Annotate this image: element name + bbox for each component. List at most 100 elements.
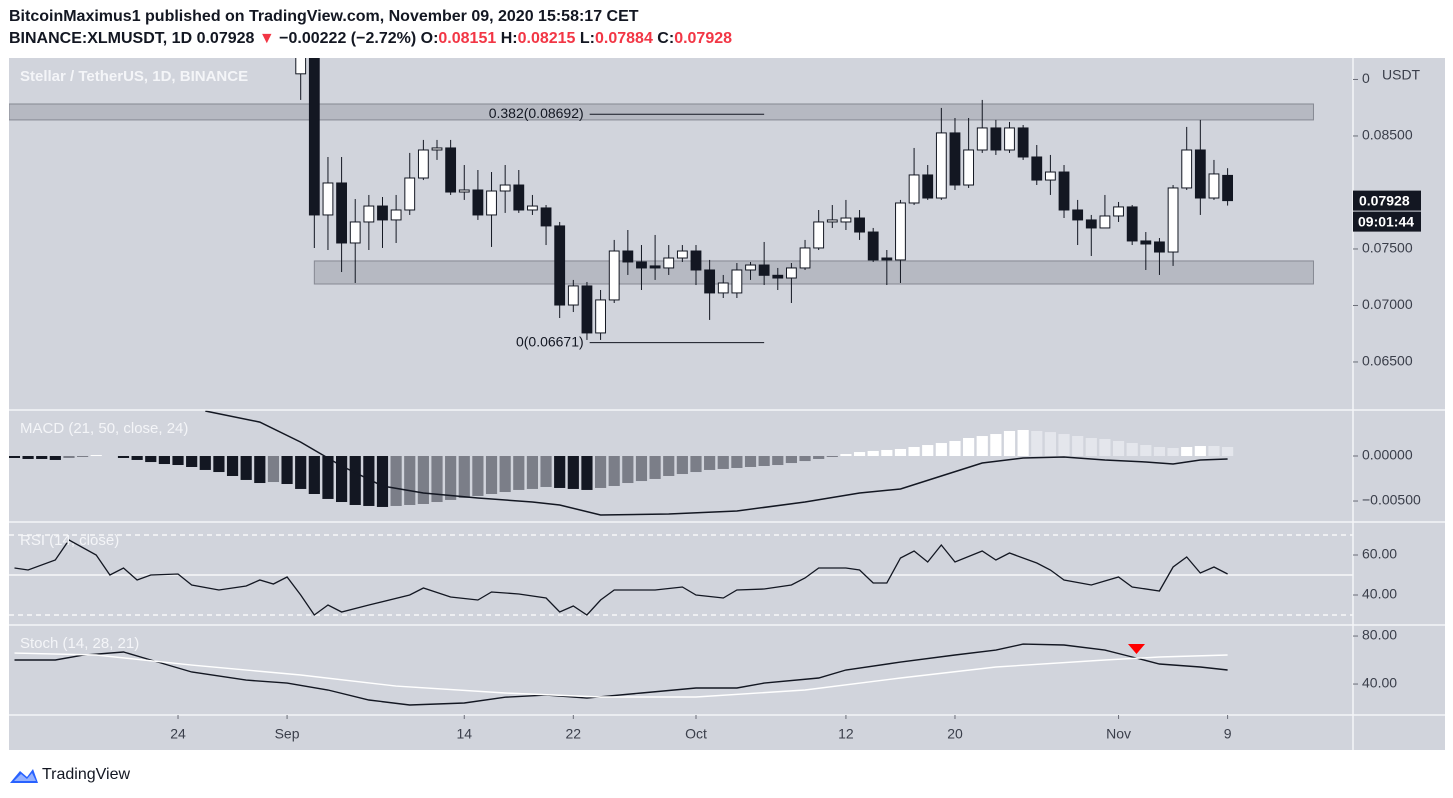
histogram-bar — [949, 440, 961, 457]
y-tick-label: 40.00 — [1362, 586, 1397, 602]
macd-line — [205, 410, 1228, 516]
candle-body — [690, 250, 702, 271]
pane-title: RSI (14, close) — [20, 532, 119, 549]
candle-body — [895, 202, 906, 261]
ohlc-label: O: — [421, 30, 439, 47]
quote-line: BINANCE:XLMUSDT, 1D 0.07928 ▼ −0.00222 (… — [9, 30, 732, 47]
histogram-bar — [458, 456, 470, 498]
ohlc-value: 0.08215 — [518, 30, 576, 47]
candle-body — [1222, 174, 1234, 202]
candle-body — [826, 219, 838, 223]
candle-body — [990, 127, 1002, 151]
x-tick-label: 12 — [838, 726, 854, 742]
histogram-bar — [840, 454, 852, 457]
histogram-bar — [717, 456, 729, 469]
candle-body — [377, 205, 388, 221]
pane-title: MACD (21, 50, close, 24) — [20, 420, 188, 437]
histogram-bar — [1140, 445, 1152, 457]
candle-body — [908, 174, 920, 204]
pane-title: Stellar / TetherUS, 1D, BINANCE — [20, 68, 248, 85]
histogram-bar — [172, 456, 184, 466]
candle-body — [1031, 156, 1043, 181]
histogram-bar — [336, 456, 348, 503]
candle-body — [745, 264, 756, 271]
pane — [9, 58, 1314, 344]
candle-body — [458, 189, 470, 193]
logo-icon-inner — [14, 773, 36, 781]
candle-body — [717, 282, 729, 294]
stoch-line — [14, 643, 1228, 706]
histogram-bar — [485, 456, 498, 494]
histogram-bar — [622, 456, 634, 484]
overlay-layer: 0.382(0.08692) 0(0.06671) USDT 0.07928 09:01… — [20, 67, 1421, 742]
histogram-bar — [785, 456, 797, 464]
pane — [14, 643, 1228, 706]
histogram-bar — [1153, 447, 1166, 457]
histogram-bar — [390, 456, 402, 506]
candle-body — [1044, 171, 1056, 181]
histogram-bar — [36, 456, 48, 459]
histogram-bar — [567, 456, 579, 489]
histogram-bar — [513, 456, 525, 490]
y-tick-label: 60.00 — [1362, 546, 1397, 562]
histogram-bar — [240, 456, 252, 480]
candle-body — [472, 189, 484, 216]
direction: ▼ — [259, 30, 275, 47]
candle-body — [308, 58, 320, 216]
countdown: 09:01:44 — [1358, 213, 1414, 229]
ohlc-label: C: — [657, 30, 674, 47]
ohlc-value: 0.08151 — [438, 30, 496, 47]
y-tick-label: 0.07000 — [1362, 296, 1413, 312]
histogram-bar — [704, 456, 716, 470]
candle-body — [854, 217, 865, 233]
histogram-bar — [1085, 438, 1097, 457]
histogram-bar — [1072, 436, 1084, 457]
histogram-bar — [295, 456, 307, 489]
candle-body — [881, 257, 893, 261]
fib-label: 0.382(0.08692) — [489, 105, 584, 121]
candle-body — [758, 264, 770, 276]
histogram-bar — [772, 456, 784, 466]
x-tick-label: Oct — [685, 726, 707, 742]
candle-body — [322, 182, 334, 216]
histogram-bar — [1003, 430, 1016, 457]
candle-body — [813, 221, 825, 249]
x-tick-label: Nov — [1106, 726, 1131, 742]
candle-body — [731, 269, 743, 294]
histogram-bar — [1208, 446, 1220, 457]
histogram-bar — [131, 456, 143, 460]
histogram-bar — [472, 456, 484, 496]
histogram-bar — [226, 456, 239, 476]
histogram-bar — [1222, 447, 1234, 457]
candle-body — [867, 231, 879, 261]
candle-body — [431, 147, 443, 151]
pane — [9, 534, 1353, 616]
histogram-bar — [1167, 447, 1179, 457]
ohlc-value: 0.07928 — [674, 30, 732, 47]
y-tick-label: 0.00000 — [1362, 447, 1413, 463]
histogram-bar — [581, 456, 593, 490]
histogram-bar — [826, 456, 838, 457]
histogram-bar — [376, 456, 389, 507]
candle-body — [513, 184, 525, 211]
candle-body — [608, 250, 620, 301]
histogram-bar — [922, 445, 934, 457]
histogram-bar — [649, 456, 661, 479]
histogram-bar — [254, 456, 266, 484]
x-tick-label: 20 — [947, 726, 963, 742]
tradingview-logo — [10, 769, 38, 783]
last-price-label: 0.07928 — [1359, 192, 1410, 208]
candle-body — [636, 261, 647, 269]
separators — [9, 58, 1445, 750]
candle-body — [772, 274, 784, 279]
histogram-bar — [935, 443, 947, 457]
candle-body — [649, 265, 661, 269]
candle-body — [922, 174, 934, 199]
ohlc-value: 0.07884 — [595, 30, 653, 47]
x-tick-label: 22 — [566, 726, 582, 742]
candle-body — [595, 299, 606, 334]
histogram-bar — [1099, 438, 1111, 457]
histogram-bar — [1017, 429, 1029, 457]
candle-body — [527, 205, 538, 211]
